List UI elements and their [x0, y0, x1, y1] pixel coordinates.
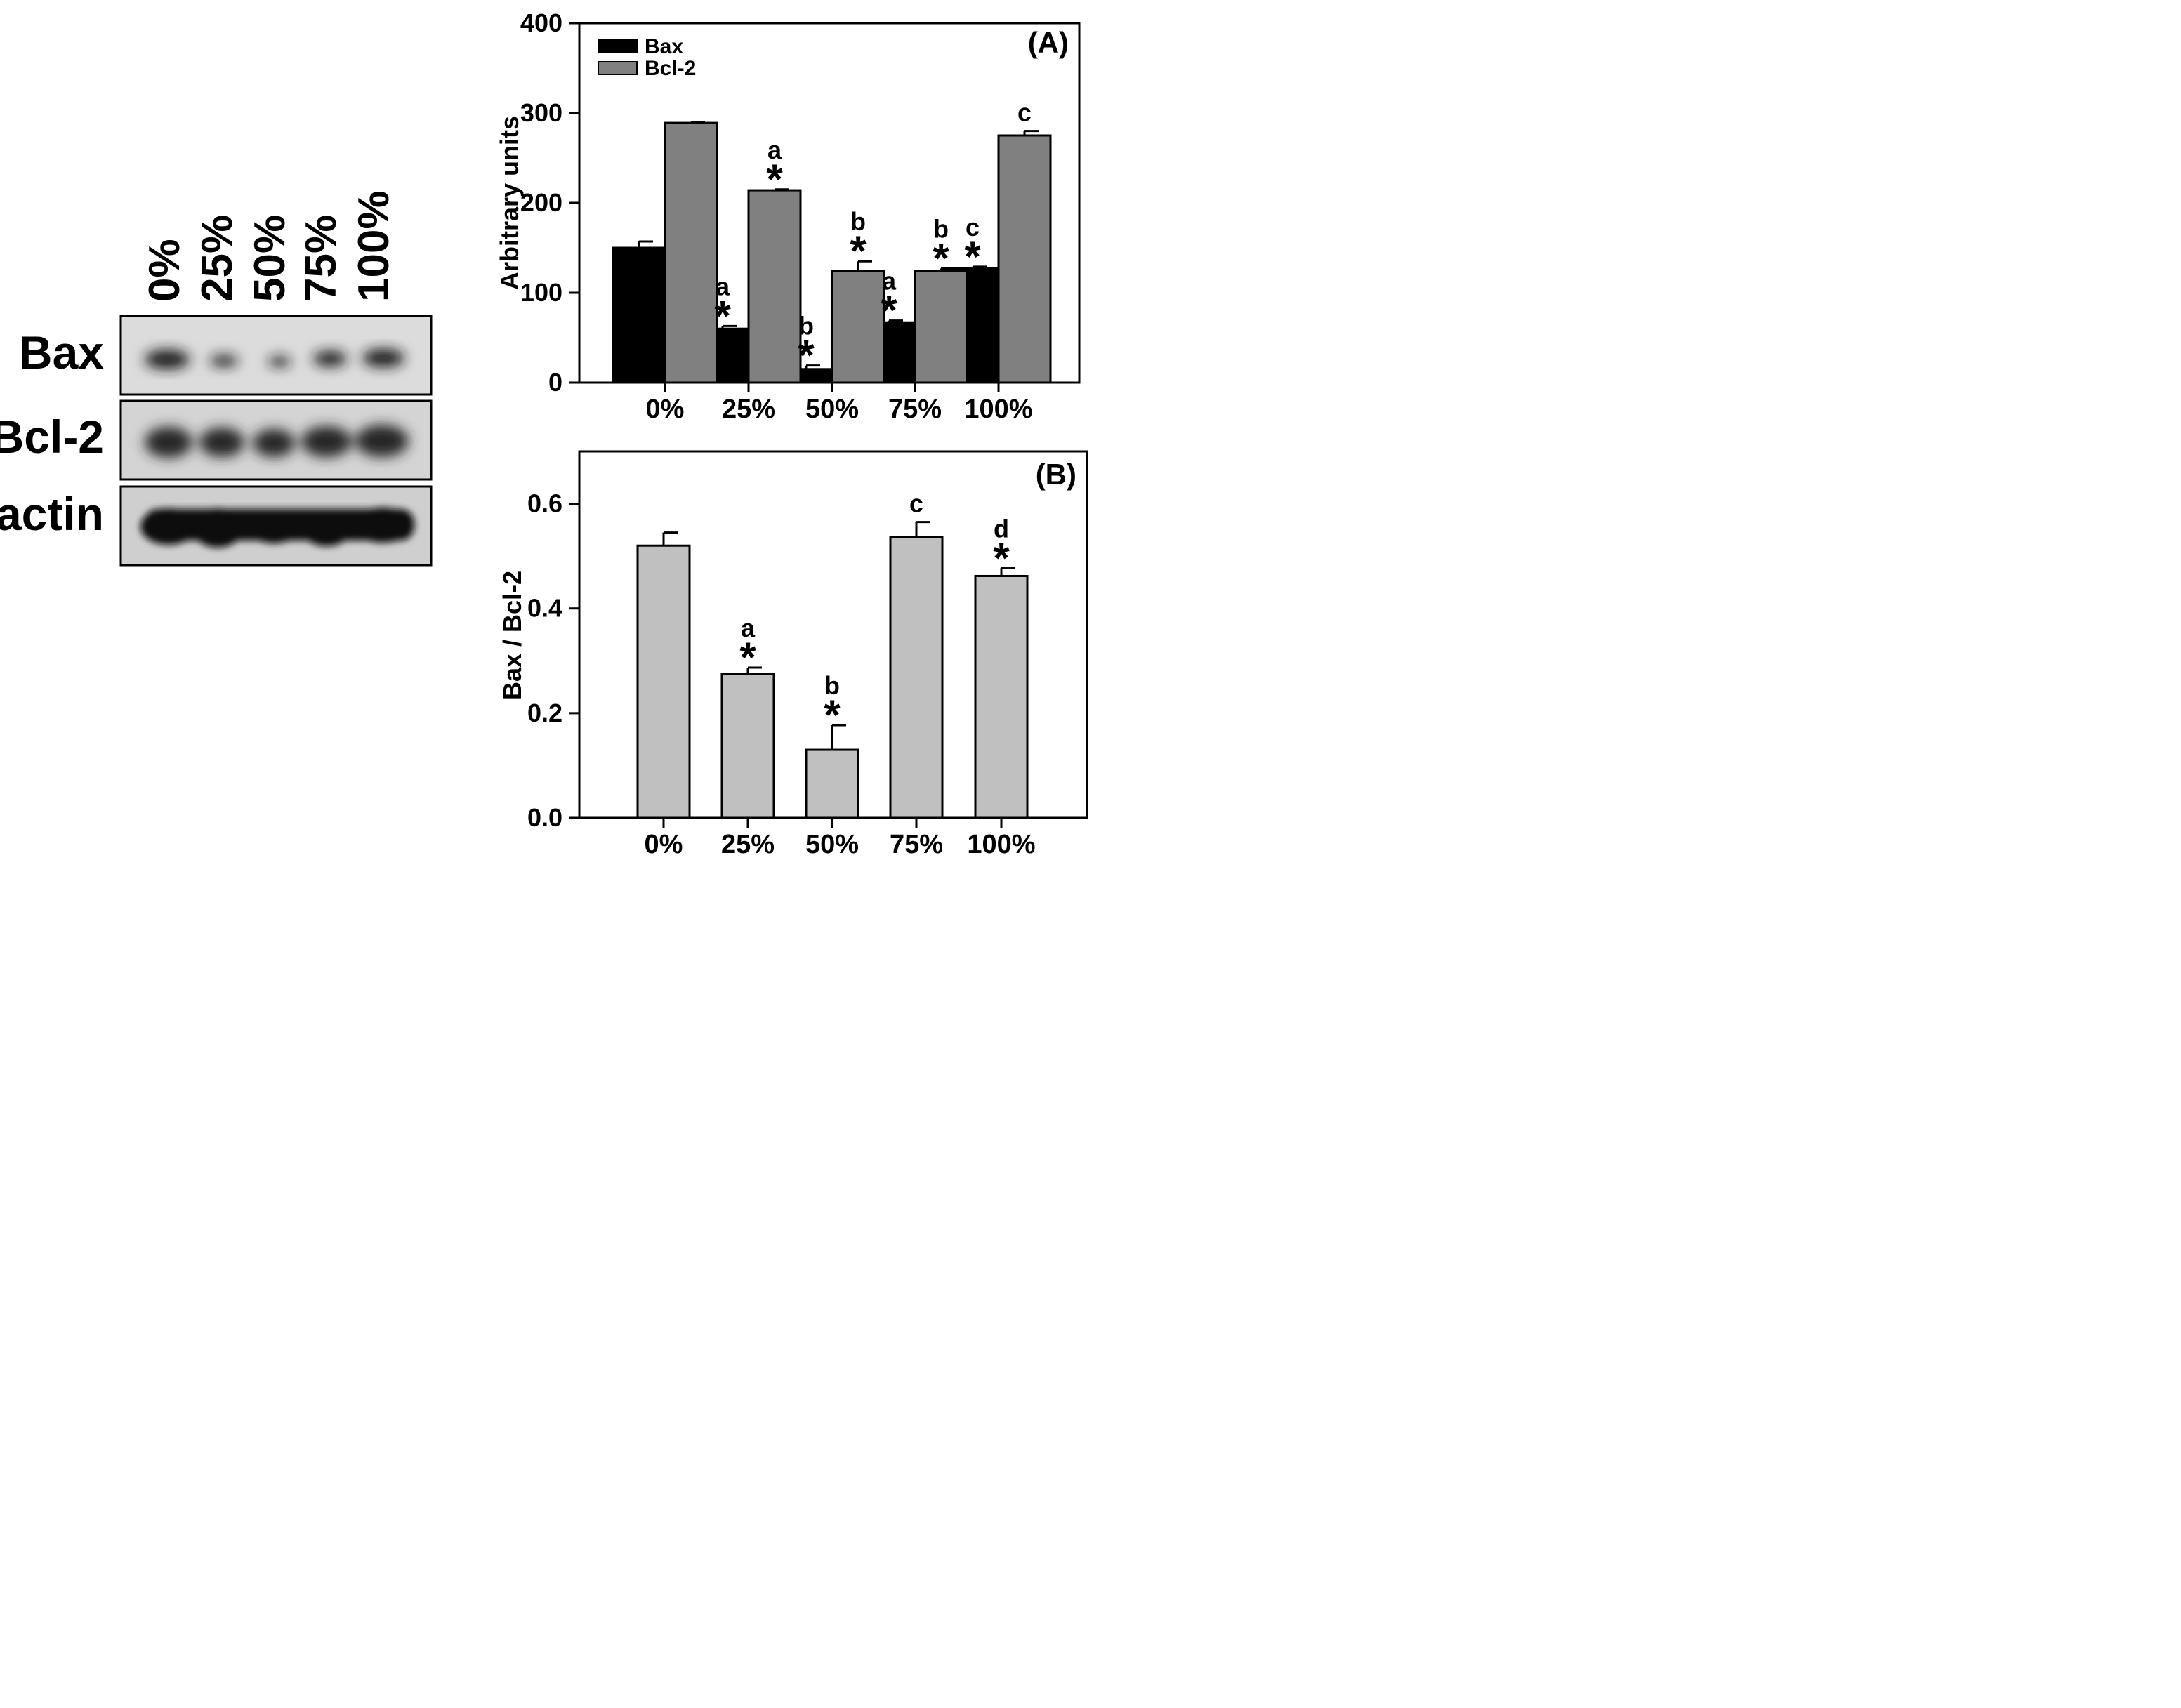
row-label-bcl2: Bcl-2 [0, 411, 104, 463]
significance-letter: b [933, 214, 949, 243]
blot-strip-bcl2 [119, 399, 433, 481]
significance-star: * [933, 234, 949, 282]
y-tick-label: 400 [520, 8, 562, 37]
y-tick-label: 0 [548, 368, 562, 397]
row-label-bax: Bax [19, 326, 104, 378]
significance-star: * [850, 227, 867, 274]
chart-a-legend: Bax Bcl-2 [598, 35, 696, 80]
significance-star: * [964, 233, 981, 280]
significance-star: * [881, 287, 897, 334]
blot-strip-beta-actin [119, 485, 433, 567]
legend-label-bcl2: Bcl-2 [645, 57, 696, 80]
significance-letter: a [716, 272, 730, 300]
x-tick-label: 50% [805, 395, 859, 424]
row-label-beta-actin: β-actin [0, 488, 104, 540]
significance-letter: b [850, 207, 866, 236]
significance-star: * [714, 292, 731, 339]
x-tick-label: 100% [964, 395, 1032, 424]
legend-swatch-bax [598, 39, 638, 53]
significance-letter: b [798, 312, 814, 340]
significance-letter: a [882, 267, 897, 296]
lane-label: 25% [193, 215, 242, 302]
chart-a-ylabel: Arbitrary units [495, 116, 524, 290]
y-tick-label: 100 [520, 278, 562, 307]
x-tick-label: 0% [646, 395, 685, 424]
bar [612, 246, 666, 384]
western-blot-panel: 0% 25% 50% 75% 100% Bax Bcl-2 β-actin [0, 190, 433, 567]
significance-letter: a [767, 135, 782, 164]
x-tick-label: 25% [722, 395, 775, 424]
lane-label: 100% [350, 190, 398, 302]
lane-label: 50% [246, 215, 294, 302]
bar [747, 189, 802, 384]
blot-strip-bax [119, 315, 433, 396]
chart-a-panel-label: (A) [1028, 26, 1069, 59]
lane-label: 0% [140, 239, 189, 302]
bar [914, 270, 968, 384]
legend-swatch-bcl2 [598, 61, 638, 75]
lane-label: 75% [297, 215, 345, 302]
significance-letter: c [1017, 98, 1032, 127]
significance-letter: c [966, 213, 980, 241]
legend-label-bax: Bax [645, 35, 683, 58]
bar [997, 134, 1052, 384]
significance-star: * [766, 156, 783, 203]
x-tick-label: 75% [888, 395, 942, 424]
bar [664, 121, 718, 384]
significance-star: * [798, 332, 815, 379]
bar [831, 270, 885, 384]
y-tick-label: 200 [520, 188, 562, 217]
y-tick-label: 300 [520, 98, 562, 127]
